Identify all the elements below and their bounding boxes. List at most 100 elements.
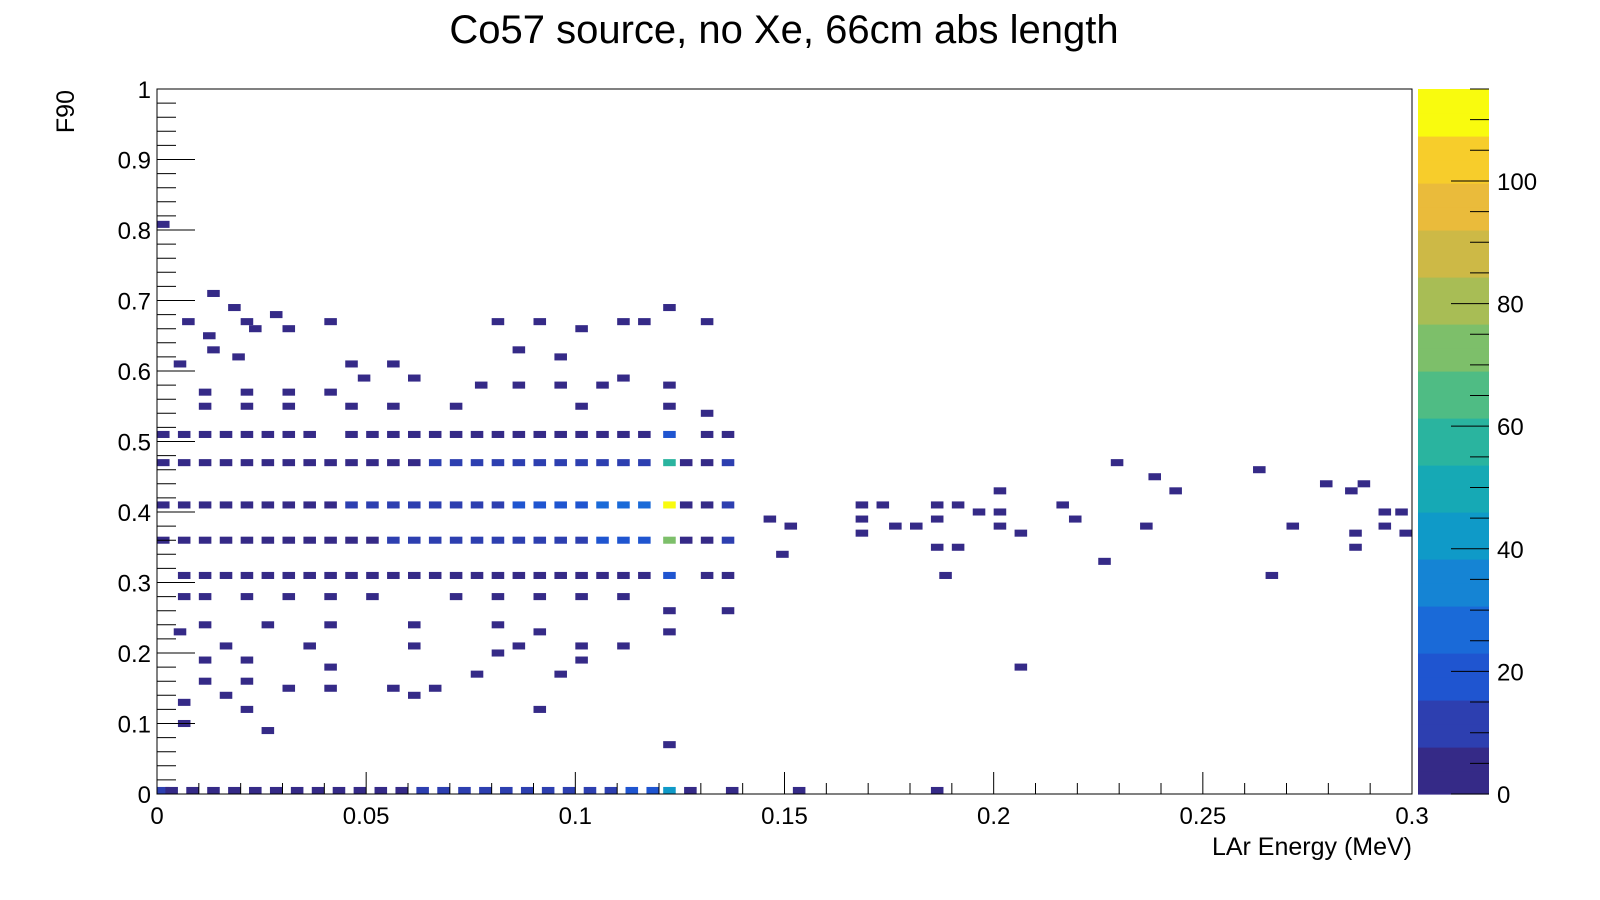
histogram-bin: [303, 501, 316, 509]
histogram-bin: [617, 593, 630, 601]
histogram-bin: [617, 536, 630, 544]
histogram-bin: [876, 501, 890, 509]
histogram-bin: [562, 786, 576, 794]
histogram-bin: [198, 656, 212, 664]
histogram-bin: [249, 325, 262, 333]
histogram-bin: [311, 786, 325, 794]
histogram-bin: [663, 536, 676, 544]
color-scale-step: [1418, 159, 1489, 184]
histogram-bin: [638, 571, 651, 579]
histogram-bin: [554, 459, 567, 467]
histogram-bin: [408, 374, 421, 382]
histogram-bin: [353, 786, 367, 794]
histogram-bin: [387, 536, 400, 544]
y-tick-label: 1: [138, 77, 151, 104]
histogram-bin: [182, 318, 195, 326]
histogram-bin: [638, 430, 651, 438]
histogram-bin: [1395, 508, 1408, 516]
y-tick-label: 0.1: [118, 712, 151, 739]
histogram-bin: [324, 663, 337, 671]
color-scale-step: [1418, 394, 1489, 419]
histogram-bin: [198, 501, 212, 509]
histogram-bin: [408, 501, 421, 509]
histogram-bin: [324, 684, 337, 692]
histogram-bin: [1265, 571, 1279, 579]
histogram-bin: [282, 388, 296, 396]
histogram-bin: [198, 402, 212, 410]
histogram-bin: [663, 381, 676, 389]
histogram-bin: [575, 430, 588, 438]
histogram-bin: [1140, 522, 1153, 530]
histogram-bin: [219, 642, 233, 650]
histogram-bin: [575, 593, 588, 601]
histogram-bin: [1357, 480, 1371, 488]
histogram-bin: [470, 459, 484, 467]
histogram-bin: [474, 381, 488, 389]
histogram-bin: [408, 430, 421, 438]
histogram-bin: [533, 501, 547, 509]
histogram-bin: [240, 318, 254, 326]
histogram-bin: [554, 430, 567, 438]
histogram-bin: [387, 459, 400, 467]
histogram-bin: [596, 571, 609, 579]
histogram-bin: [663, 786, 676, 794]
histogram-bin: [638, 536, 651, 544]
histogram-bin: [491, 318, 505, 326]
histogram-bin: [387, 501, 400, 509]
histogram-bin: [596, 430, 609, 438]
histogram-bin: [951, 501, 965, 509]
y-axis-label: F90: [52, 90, 80, 133]
histogram-bin: [663, 571, 676, 579]
histogram-bin: [1349, 529, 1362, 537]
histogram-bin: [240, 501, 254, 509]
histogram-bin: [261, 501, 275, 509]
histogram-bin: [449, 571, 463, 579]
histogram-bin: [332, 786, 346, 794]
histogram-bin: [290, 786, 304, 794]
y-tick-label: 0: [138, 782, 151, 809]
histogram-bin: [855, 529, 869, 537]
histogram-bin: [366, 571, 379, 579]
histogram-bin: [617, 459, 630, 467]
histogram-bin: [491, 536, 505, 544]
histogram-bin: [282, 459, 296, 467]
histogram-bin: [575, 325, 588, 333]
histogram-bin: [596, 381, 609, 389]
histogram-bin: [617, 571, 630, 579]
histogram-bin: [173, 360, 187, 368]
histogram-bin: [533, 571, 547, 579]
histogram-bin: [700, 571, 714, 579]
histogram-bin: [700, 430, 714, 438]
histogram-bin: [784, 522, 798, 530]
histogram-bin: [575, 656, 588, 664]
color-scale-step: [1418, 371, 1489, 396]
histogram-bin: [395, 786, 408, 794]
histogram-bin: [491, 430, 505, 438]
histogram-bin: [512, 430, 526, 438]
histogram-bin: [684, 786, 697, 794]
y-tick-label: 0.3: [118, 571, 151, 598]
y-tick-label: 0.9: [118, 148, 151, 175]
histogram-bin: [228, 304, 241, 312]
histogram-bin: [491, 649, 505, 657]
histogram-bin: [198, 593, 212, 601]
histogram-bin: [261, 571, 275, 579]
histogram-bin: [663, 430, 676, 438]
histogram-bin: [972, 508, 986, 516]
histogram-bin: [1056, 501, 1069, 509]
histogram-bin: [366, 593, 379, 601]
histogram-bin: [721, 571, 735, 579]
x-tick-label: 0.2: [977, 803, 1010, 830]
histogram-bin: [428, 684, 442, 692]
color-scale-step: [1418, 136, 1489, 161]
histogram-bin: [303, 571, 316, 579]
y-tick-label: 0.2: [118, 641, 151, 668]
histogram-bin: [449, 430, 463, 438]
histogram-bin: [207, 346, 220, 354]
histogram-bin: [617, 430, 630, 438]
histogram-bin: [700, 501, 714, 509]
histogram-bin: [240, 430, 254, 438]
z-tick-label: 80: [1497, 292, 1524, 319]
z-tick-label: 60: [1497, 414, 1524, 441]
histogram-bin: [366, 536, 379, 544]
